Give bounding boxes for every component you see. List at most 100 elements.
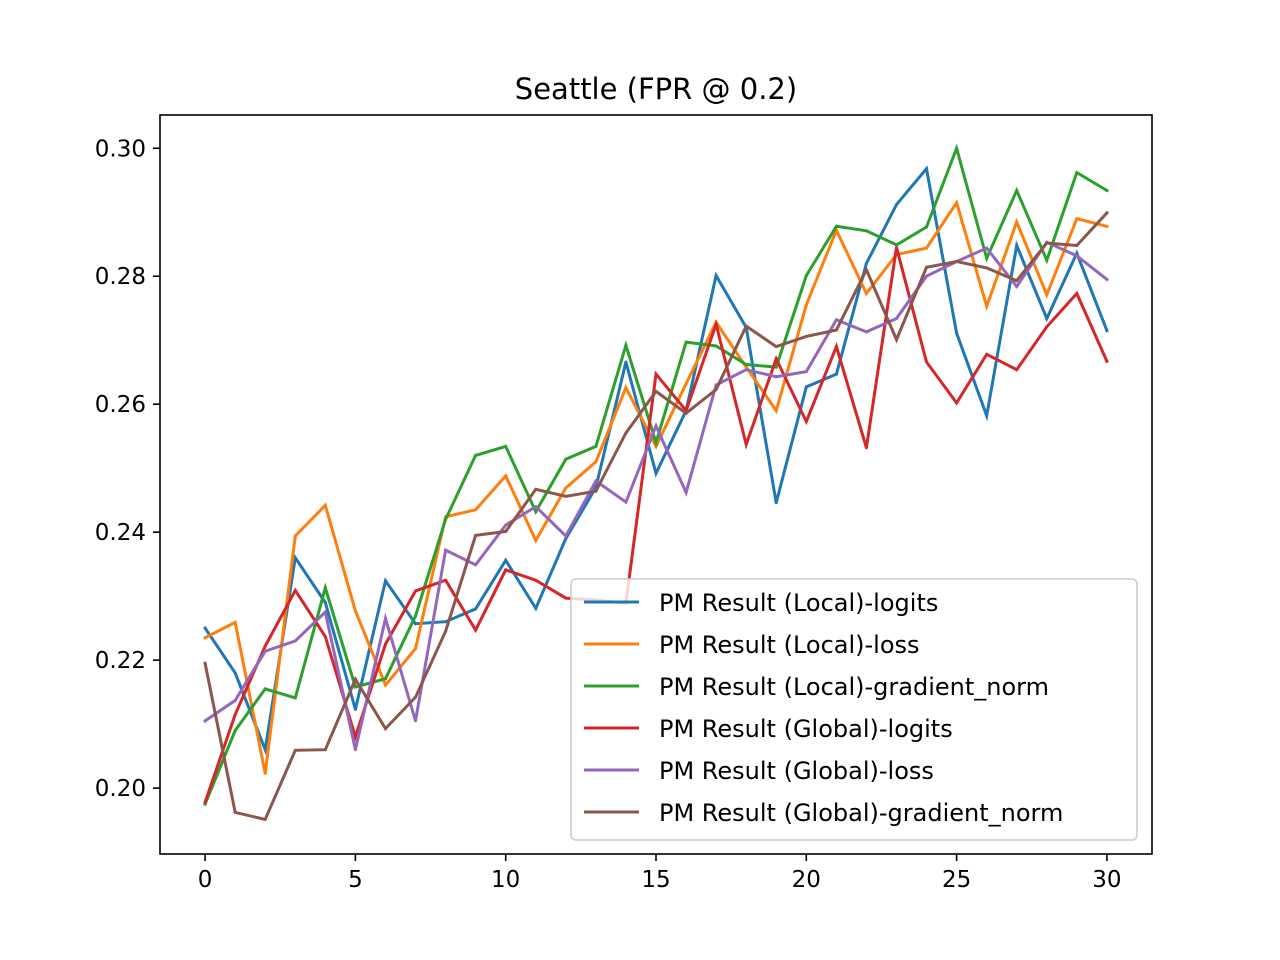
- x-tick-label: 0: [198, 867, 213, 893]
- data-point: [1015, 368, 1019, 372]
- data-point: [534, 539, 538, 542]
- data-point: [774, 501, 778, 505]
- data-point: [925, 274, 928, 278]
- data-point: [444, 629, 448, 633]
- y-tick-label: 0.30: [95, 136, 146, 162]
- chart-title: Seattle (FPR @ 0.2): [515, 72, 797, 106]
- data-point: [233, 671, 237, 675]
- data-point: [925, 246, 928, 250]
- data-point: [534, 505, 538, 509]
- data-point: [624, 360, 628, 364]
- data-point: [414, 647, 417, 651]
- data-point: [1075, 171, 1079, 175]
- data-point: [1015, 244, 1019, 247]
- x-tick-label: 20: [792, 867, 821, 893]
- data-point: [714, 322, 718, 326]
- data-point: [203, 719, 207, 723]
- data-point: [925, 360, 928, 364]
- data-point: [714, 388, 718, 391]
- data-point: [774, 345, 778, 349]
- y-tick-label: 0.24: [95, 520, 146, 546]
- data-point: [624, 386, 628, 390]
- data-point: [564, 486, 568, 490]
- data-point: [804, 334, 808, 338]
- data-point: [1105, 359, 1109, 363]
- data-point: [504, 530, 508, 533]
- data-point: [263, 771, 267, 775]
- data-point: [774, 365, 778, 369]
- data-point: [955, 331, 959, 335]
- data-point: [624, 431, 628, 435]
- data-point: [955, 260, 959, 263]
- x-tick-label: 10: [491, 867, 520, 893]
- data-point: [1015, 285, 1019, 288]
- data-point: [263, 644, 267, 648]
- data-point: [744, 368, 748, 372]
- y-tick-label: 0.26: [95, 392, 146, 418]
- data-point: [203, 636, 207, 640]
- data-point: [774, 375, 778, 379]
- data-point: [895, 317, 898, 320]
- data-point: [985, 256, 989, 260]
- data-point: [955, 201, 959, 205]
- data-point: [414, 589, 417, 593]
- data-point: [293, 588, 297, 592]
- data-point: [384, 683, 387, 687]
- data-point: [1045, 325, 1049, 329]
- data-point: [804, 385, 808, 389]
- data-point: [774, 357, 778, 361]
- data-point: [534, 578, 538, 582]
- data-point: [864, 268, 868, 272]
- legend-label: PM Result (Local)-gradient_norm: [659, 673, 1049, 701]
- data-point: [504, 558, 508, 562]
- data-point: [323, 610, 327, 614]
- data-point: [353, 707, 357, 711]
- legend-item: PM Result (Local)-loss: [584, 631, 920, 659]
- y-tick-label: 0.22: [95, 648, 146, 674]
- legend-item: PM Result (Global)-loss: [584, 757, 934, 785]
- data-point: [414, 719, 417, 723]
- data-point: [323, 748, 327, 752]
- data-point: [834, 328, 838, 332]
- data-point: [293, 639, 297, 643]
- x-tick-label: 30: [1092, 867, 1121, 893]
- data-point: [985, 304, 989, 308]
- data-point: [1105, 211, 1109, 215]
- data-point: [624, 343, 628, 347]
- data-point: [564, 494, 568, 498]
- data-point: [895, 243, 898, 247]
- data-point: [864, 446, 868, 450]
- data-point: [414, 695, 417, 699]
- data-point: [1015, 220, 1019, 224]
- data-point: [1075, 292, 1079, 295]
- data-point: [353, 735, 357, 739]
- data-point: [834, 224, 838, 228]
- x-tick-label: 5: [348, 867, 363, 893]
- data-point: [804, 274, 808, 278]
- data-point: [263, 748, 267, 752]
- data-point: [534, 606, 538, 610]
- data-point: [504, 444, 508, 448]
- data-point: [834, 318, 838, 322]
- data-point: [444, 548, 448, 552]
- data-point: [263, 817, 267, 821]
- data-point: [504, 523, 508, 527]
- data-point: [714, 274, 718, 278]
- data-point: [1075, 217, 1079, 221]
- series-layer: [203, 143, 1110, 822]
- data-point: [353, 609, 357, 613]
- x-axis: 0 5 10 15 20 25 30: [198, 854, 1122, 893]
- data-point: [564, 596, 568, 600]
- data-point: [293, 534, 297, 538]
- data-point: [594, 460, 598, 464]
- data-point: [804, 370, 808, 374]
- data-point: [684, 491, 688, 494]
- data-point: [654, 372, 658, 376]
- data-point: [744, 324, 748, 328]
- data-point: [263, 649, 267, 653]
- data-point: [744, 443, 748, 446]
- data-point: [684, 411, 688, 415]
- data-point: [474, 563, 478, 567]
- data-point: [504, 568, 508, 572]
